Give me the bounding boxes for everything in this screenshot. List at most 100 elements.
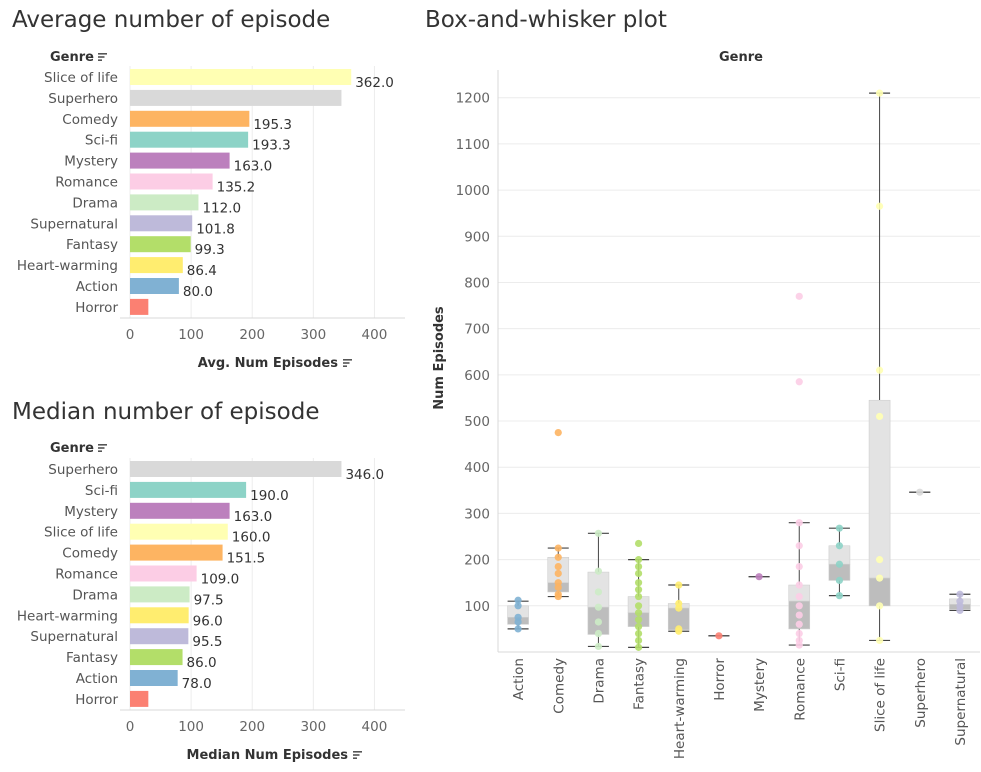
avg-chart-bar[interactable] — [130, 278, 179, 294]
box-chart-point[interactable] — [634, 629, 643, 638]
box-chart-point[interactable] — [795, 611, 803, 619]
median-chart-row[interactable]: Drama 97.5 — [72, 586, 224, 608]
avg-chart-row[interactable]: Action 80.0 — [76, 278, 213, 300]
box-chart-point[interactable] — [514, 613, 522, 621]
box-chart-point[interactable] — [634, 586, 643, 594]
box-chart-point[interactable] — [594, 618, 603, 626]
box-chart-point[interactable] — [875, 602, 884, 610]
avg-chart-bar[interactable] — [130, 69, 352, 85]
avg-chart-row[interactable]: Comedy 195.3 — [62, 110, 292, 133]
box-chart-point[interactable] — [594, 588, 603, 596]
avg-chart-bar[interactable] — [130, 89, 342, 106]
box-chart-box-upper[interactable] — [868, 399, 891, 579]
box-chart-point[interactable] — [875, 556, 884, 564]
box-chart-point[interactable] — [554, 590, 562, 598]
median-chart-bar[interactable] — [130, 502, 230, 519]
box-chart-point[interactable] — [795, 581, 803, 589]
avg-chart-bar[interactable] — [130, 194, 199, 211]
box-chart-point[interactable] — [835, 560, 844, 568]
box-chart-point[interactable] — [835, 592, 844, 600]
box-chart-point[interactable] — [594, 567, 603, 575]
median-chart-row[interactable]: Fantasy 86.0 — [66, 649, 217, 671]
median-chart-row[interactable]: Sci-fi 190.0 — [85, 481, 289, 504]
avg-chart-bar[interactable] — [130, 131, 249, 148]
box-chart-box-group[interactable] — [788, 292, 811, 649]
box-chart-point[interactable] — [795, 292, 803, 300]
avg-chart-row[interactable]: Romance 135.2 — [55, 173, 255, 196]
box-chart-point[interactable] — [634, 616, 643, 624]
box-chart-point[interactable] — [795, 602, 803, 610]
box-chart-point[interactable] — [715, 632, 723, 640]
box-chart-point[interactable] — [554, 562, 562, 571]
median-chart-row[interactable]: Supernatural 95.5 — [30, 628, 222, 650]
avg-chart-row[interactable]: Sci-fi 193.3 — [85, 131, 291, 154]
box-chart-point[interactable] — [675, 625, 683, 633]
box-chart-box-group[interactable] — [748, 573, 770, 581]
box-chart-point[interactable] — [795, 519, 803, 527]
box-chart-point[interactable] — [634, 592, 643, 601]
median-chart-row[interactable]: Mystery 163.0 — [64, 502, 272, 525]
median-chart-bar[interactable] — [130, 481, 247, 498]
median-chart-bar[interactable] — [130, 670, 178, 686]
box-chart-point[interactable] — [634, 602, 643, 610]
box-chart-point[interactable] — [554, 569, 562, 578]
box-chart-point[interactable] — [594, 642, 603, 651]
box-chart-box-group[interactable] — [828, 524, 851, 600]
box-chart-point[interactable] — [795, 620, 803, 628]
box-chart-box-group[interactable] — [627, 539, 650, 651]
avg-chart-row[interactable]: Supernatural 101.8 — [30, 215, 235, 237]
avg-chart-row[interactable]: Mystery 163.0 — [64, 152, 272, 175]
median-chart-bar[interactable] — [130, 523, 228, 540]
box-chart-point[interactable] — [634, 622, 643, 631]
avg-chart-row[interactable]: Heart-warming 86.4 — [17, 257, 217, 279]
avg-chart-x-sort-icon[interactable] — [343, 359, 352, 367]
box-chart-point[interactable] — [956, 597, 964, 605]
avg-chart-bar[interactable] — [130, 152, 230, 169]
box-chart-point[interactable] — [514, 596, 522, 604]
box-chart-point[interactable] — [594, 529, 603, 537]
avg-chart-bar[interactable] — [130, 173, 213, 190]
box-chart-point[interactable] — [634, 556, 643, 564]
box-chart-point[interactable] — [795, 636, 803, 645]
box-chart-point[interactable] — [514, 625, 522, 633]
box-chart-point[interactable] — [634, 609, 643, 617]
box-chart-point[interactable] — [675, 581, 683, 589]
box-chart-point[interactable] — [554, 428, 562, 437]
avg-chart-bar[interactable] — [130, 215, 193, 232]
median-chart-bar[interactable] — [130, 628, 189, 645]
box-chart-point[interactable] — [795, 542, 803, 550]
box-chart-point[interactable] — [795, 562, 803, 571]
median-chart-row[interactable]: Action 78.0 — [76, 670, 212, 692]
median-chart-sort-icon[interactable] — [98, 444, 107, 452]
box-chart-point[interactable] — [875, 636, 884, 645]
box-chart-point[interactable] — [835, 524, 844, 532]
box-chart-point[interactable] — [875, 574, 884, 582]
box-chart-point[interactable] — [634, 569, 643, 578]
box-chart-point[interactable] — [675, 599, 683, 608]
box-chart-point[interactable] — [795, 592, 803, 601]
box-chart-point[interactable] — [835, 576, 844, 585]
median-chart-row[interactable]: Romance 109.0 — [55, 565, 239, 588]
avg-chart-row[interactable]: Slice of life 362.0 — [44, 69, 394, 91]
box-chart-point[interactable] — [875, 412, 884, 421]
avg-chart-bar[interactable] — [130, 298, 149, 315]
median-chart-bar[interactable] — [130, 565, 197, 582]
box-chart-point[interactable] — [514, 602, 522, 610]
box-chart-box-group[interactable] — [868, 89, 891, 645]
box-chart-box-group[interactable] — [547, 428, 570, 601]
median-chart-row[interactable]: Slice of life 160.0 — [44, 523, 270, 546]
avg-chart-row[interactable]: Horror — [75, 298, 149, 316]
median-chart-bar[interactable] — [130, 544, 223, 561]
box-chart-box-lower[interactable] — [868, 577, 891, 607]
median-chart-bar[interactable] — [130, 461, 342, 477]
box-chart-point[interactable] — [634, 539, 643, 548]
box-chart-point[interactable] — [634, 643, 643, 651]
box-chart-box-group[interactable] — [708, 632, 730, 640]
box-chart-point[interactable] — [594, 603, 603, 611]
avg-chart-row[interactable]: Fantasy 99.3 — [66, 236, 225, 258]
median-chart-row[interactable]: Heart-warming 96.0 — [17, 607, 223, 629]
box-chart-point[interactable] — [755, 573, 763, 581]
box-chart-point[interactable] — [875, 366, 884, 374]
box-chart-point[interactable] — [634, 562, 643, 571]
box-chart-point[interactable] — [956, 590, 964, 598]
